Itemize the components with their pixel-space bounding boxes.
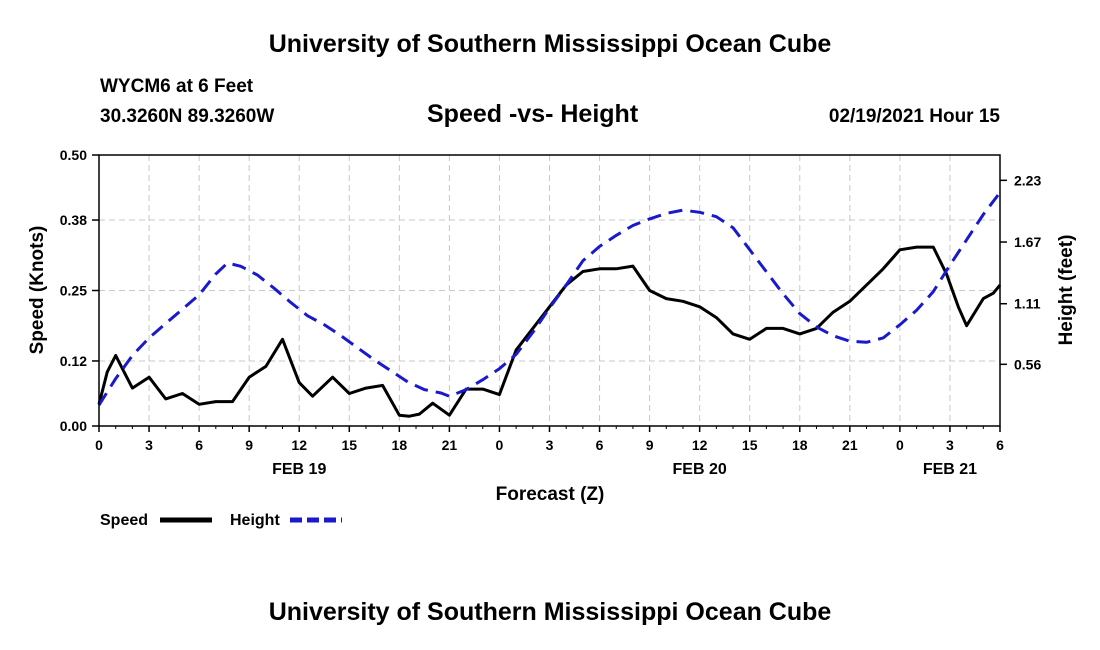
forecast-datestamp: 02/19/2021 Hour 15 [828,106,1000,127]
x-tick-label: 0 [896,437,904,453]
y-left-tick-label: 0.50 [60,147,87,163]
station-label: WYCM6 at 6 Feet [100,76,254,97]
chart-bottom-title: University of Southern Mississippi Ocean… [268,598,832,626]
y-right-tick-label: 1.67 [1014,234,1041,250]
x-tick-label: 18 [392,437,408,453]
y-left-tick-label: 0.25 [60,283,87,299]
y-right-tick-label: 2.23 [1014,172,1041,188]
x-tick-label: 15 [742,437,758,453]
x-tick-label: 0 [95,437,103,453]
x-tick-label: 3 [145,437,153,453]
legend-label-height: Height [230,512,280,529]
station-coordinates: 30.3260N 89.3260W [100,106,275,127]
y-right-tick-label: 0.56 [1014,356,1041,372]
x-tick-label: 6 [195,437,203,453]
x-tick-label: 21 [442,437,458,453]
y-left-tick-label: 0.38 [60,212,87,228]
x-date-label: FEB 20 [673,461,727,478]
x-tick-label: 12 [291,437,307,453]
y-left-tick-label: 0.12 [60,353,87,369]
chart-subtitle: Speed -vs- Height [427,100,639,128]
y-right-tick-label: 1.11 [1014,296,1041,312]
x-tick-label: 0 [496,437,504,453]
grid-layer [99,155,1000,426]
y-axis-left-label: Speed (Knots) [27,226,48,355]
x-date-label: FEB 21 [923,461,977,478]
x-tick-label: 3 [946,437,954,453]
x-tick-label: 21 [842,437,858,453]
chart-top-title: University of Southern Mississippi Ocean… [268,30,832,58]
legend-label-speed: Speed [100,512,148,529]
x-tick-label: 6 [596,437,604,453]
y-left-tick-label: 0.00 [60,418,87,434]
axis-layer: 0 3 6 9 12 15 18 21 0 3 6 9 12 15 18 21 0 3 6 FEB 19 FEB 20 F… [60,147,1042,478]
y-axis-right-label: Height (feet) [1056,235,1077,346]
x-tick-label: 15 [341,437,357,453]
x-tick-label: 9 [646,437,654,453]
series-layer [97,191,1002,418]
x-tick-label: 9 [245,437,253,453]
series-line-speed [97,245,1002,418]
x-tick-label: 12 [692,437,708,453]
x-tick-label: 6 [996,437,1004,453]
x-tick-label: 3 [546,437,554,453]
series-line-height [97,191,1002,406]
x-axis-label: Forecast (Z) [496,484,605,505]
x-date-label: FEB 19 [272,461,326,478]
x-tick-label: 18 [792,437,808,453]
legend: Speed Height [100,512,342,529]
